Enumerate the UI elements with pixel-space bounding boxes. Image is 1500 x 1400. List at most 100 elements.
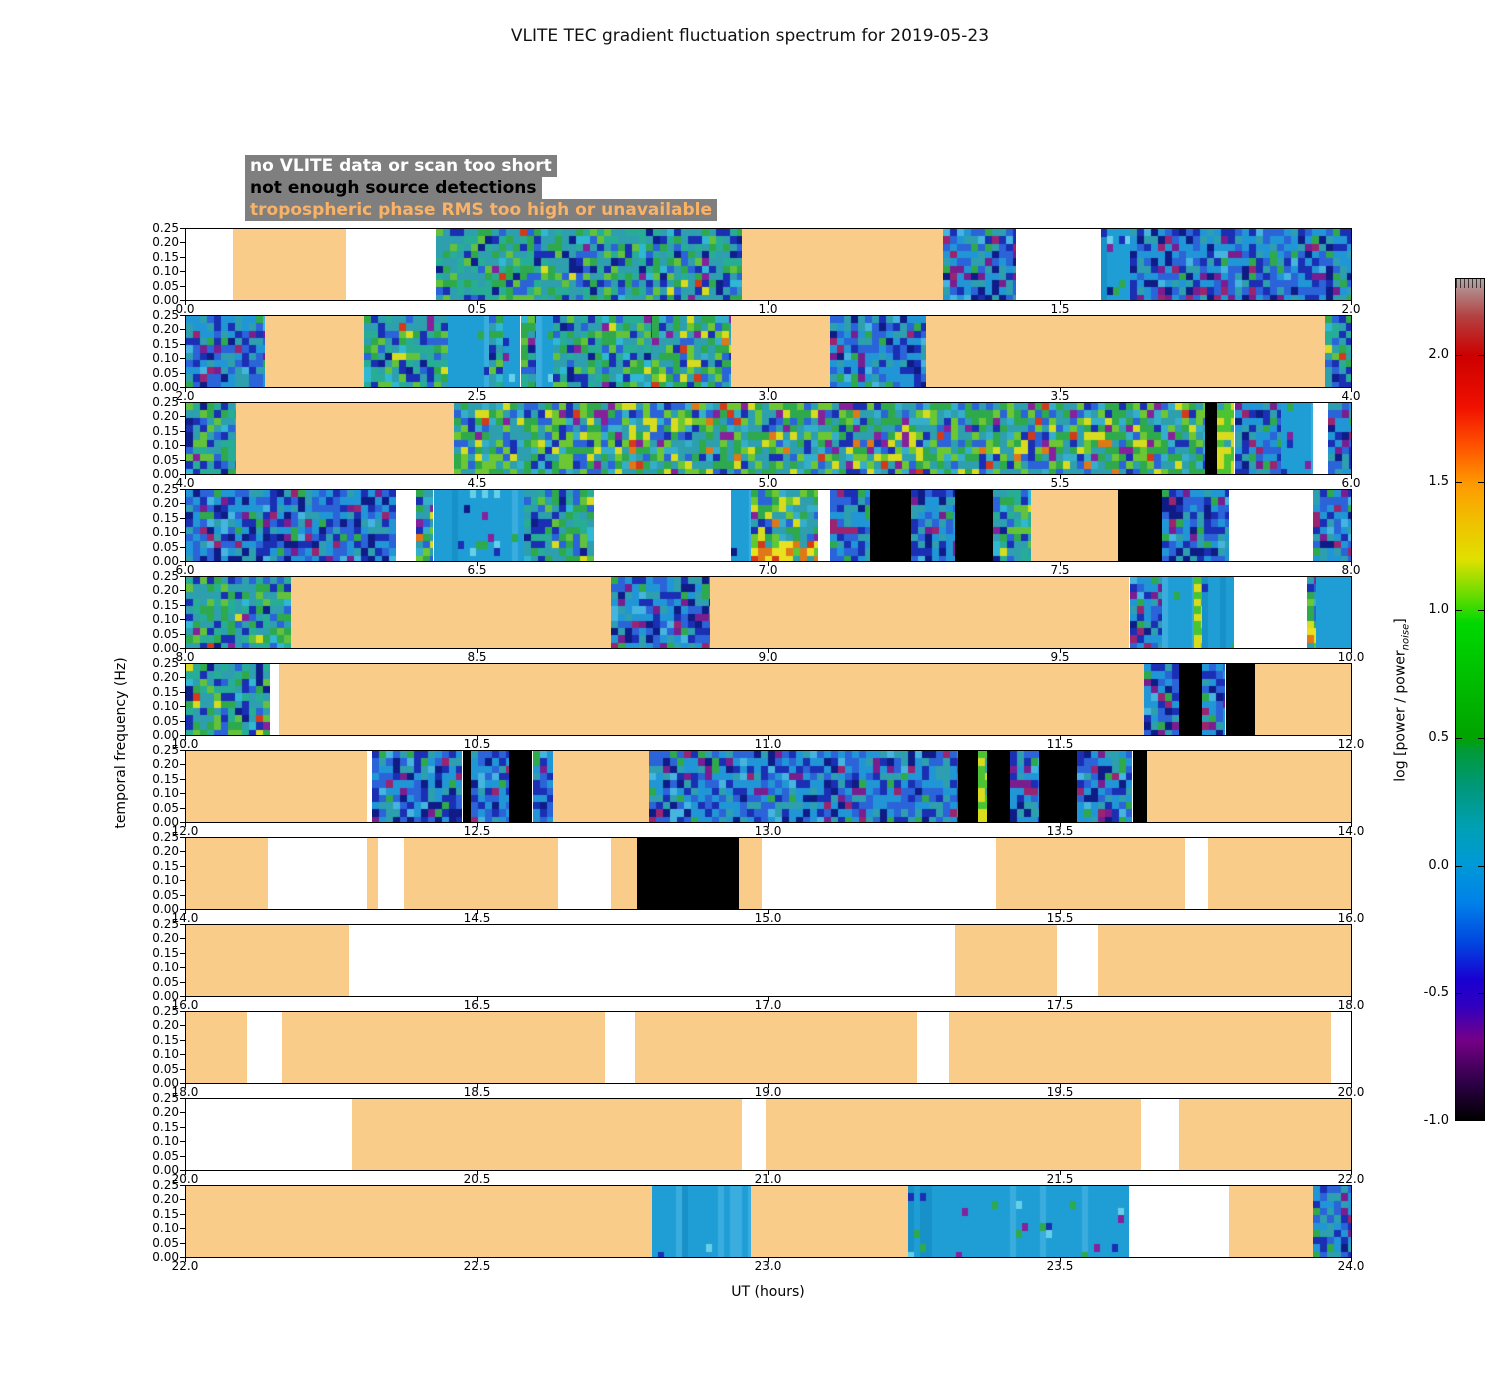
segment-no_detections: [637, 838, 739, 909]
y-tick-label: 0.05: [152, 888, 179, 902]
x-tick-label: 10.5: [463, 737, 491, 751]
x-tick-mark: [768, 562, 769, 566]
x-tick-label: 19.5: [1046, 1085, 1074, 1099]
x-tick-label: 7.0: [758, 563, 778, 577]
segment-flat: [536, 316, 553, 387]
x-tick-label: 24.0: [1337, 1259, 1365, 1273]
x-tick-label: 19.0: [754, 1085, 782, 1099]
colorbar-tick-label: 1.0: [1428, 602, 1449, 617]
x-tick-mark: [185, 1258, 186, 1262]
y-tick-mark: [180, 808, 185, 809]
segment-no_data: [917, 1012, 949, 1083]
segment-tropo: [926, 316, 1325, 387]
segment-spectrum: [652, 316, 731, 387]
y-tick-label: 0.15: [152, 772, 179, 786]
x-tick-mark: [185, 1084, 186, 1088]
colorbar-tick-label: -1.0: [1423, 1113, 1449, 1128]
segment-no_data: [818, 490, 830, 561]
colorbar-tick-mark: [1478, 738, 1484, 739]
colorbar-tick-mark: [1478, 993, 1484, 994]
x-tick-mark: [477, 997, 478, 1001]
spectrum-flat-canvas: [1162, 577, 1194, 648]
x-tick-label: 21.0: [754, 1172, 782, 1186]
y-tick-mark: [180, 315, 185, 316]
x-tick-mark: [477, 301, 478, 305]
y-tick-mark: [180, 532, 185, 533]
x-tick-mark: [1060, 649, 1061, 653]
y-tick-mark: [180, 460, 185, 461]
colorbar-tick-mark: [1478, 1119, 1484, 1120]
x-tick-mark: [185, 649, 186, 653]
segment-tropo: [751, 1186, 908, 1257]
y-tick-mark: [180, 590, 185, 591]
segment-spectrum: [1328, 403, 1351, 474]
segment-no_data: [1185, 838, 1208, 909]
x-tick-label: 11.0: [754, 737, 782, 751]
y-tick-mark: [180, 1185, 185, 1186]
x-tick-label: 14.5: [463, 911, 491, 925]
segment-spectrum: [1217, 403, 1234, 474]
colorbar-tick-label: -0.5: [1423, 985, 1449, 1000]
x-tick-mark: [1351, 388, 1352, 392]
segment-tropo: [553, 751, 649, 822]
x-tick-label: 7.5: [1050, 563, 1070, 577]
y-tick-mark: [180, 286, 185, 287]
segment-spectrum: [186, 316, 265, 387]
colorbar-tick-mark: [1456, 610, 1462, 611]
spectrum-flat-canvas: [503, 316, 520, 387]
spectrum-noise-canvas: [186, 664, 270, 735]
x-tick-mark: [185, 1171, 186, 1175]
x-tick-label: 18.5: [463, 1085, 491, 1099]
y-tick-label: 0.15: [152, 1120, 179, 1134]
x-tick-label: 21.5: [1046, 1172, 1074, 1186]
spectrum-noise-canvas: [364, 316, 448, 387]
x-tick-mark: [1351, 562, 1352, 566]
y-tick-mark: [180, 1199, 185, 1200]
x-tick-label: 13.5: [1046, 824, 1074, 838]
y-tick-label: 0.00: [152, 467, 179, 481]
y-tick-label: 0.00: [152, 989, 179, 1003]
spectrum-noise-canvas: [652, 316, 731, 387]
spectrum-flat-canvas: [1281, 403, 1313, 474]
x-tick-label: 5.5: [1050, 476, 1070, 490]
x-tick-label: 18.0: [171, 1085, 199, 1099]
y-tick-label: 0.05: [152, 279, 179, 293]
spectrum-noise-canvas: [911, 490, 955, 561]
y-tick-label: 0.20: [152, 670, 179, 684]
y-tick-label: 0.10: [152, 1134, 179, 1148]
x-tick-mark: [1060, 736, 1061, 740]
y-tick-label: 0.00: [152, 554, 179, 568]
y-tick-label: 0.25: [152, 482, 179, 496]
segment-no_data: [186, 229, 233, 300]
x-tick-label: 15.0: [754, 911, 782, 925]
segment-no_detections: [1226, 664, 1255, 735]
y-tick-label: 0.25: [152, 1091, 179, 1105]
spectrum-noise-canvas: [372, 751, 462, 822]
x-tick-label: 12.0: [1337, 737, 1365, 751]
segment-spectrum: [436, 229, 742, 300]
spectrum-noise-canvas: [830, 316, 926, 387]
segment-tropo: [279, 664, 1144, 735]
y-tick-mark: [180, 300, 185, 301]
segment-no_data: [268, 838, 367, 909]
spectrum-noise-canvas: [1325, 316, 1351, 387]
y-tick-mark: [180, 1025, 185, 1026]
colorbar-tick-mark: [1456, 1119, 1462, 1120]
segment-spectrum: [830, 316, 926, 387]
y-tick-mark: [180, 953, 185, 954]
segment-spectrum: [186, 577, 291, 648]
segment-tropo: [233, 229, 347, 300]
segment-tropo: [739, 838, 762, 909]
y-tick-label: 0.05: [152, 1236, 179, 1250]
x-tick-mark: [1351, 649, 1352, 653]
spectrogram-panel-22-24: [185, 1185, 1352, 1258]
x-tick-label: 10.0: [1337, 650, 1365, 664]
y-axis-label: temporal frequency (Hz): [113, 657, 129, 829]
x-tick-mark: [1351, 1084, 1352, 1088]
y-tick-label: 0.00: [152, 1076, 179, 1090]
segment-no_data: [559, 838, 611, 909]
spectrogram-panel-16-18: [185, 924, 1352, 997]
x-tick-mark: [477, 562, 478, 566]
segment-tropo: [352, 1099, 742, 1170]
spectrum-flat-canvas: [448, 316, 489, 387]
